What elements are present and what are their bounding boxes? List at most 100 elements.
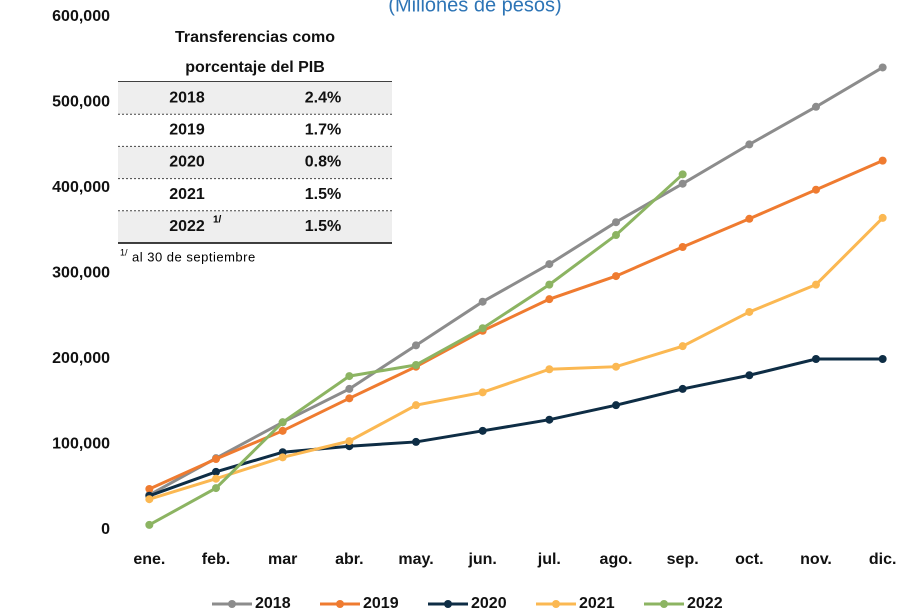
data-point	[545, 280, 554, 289]
x-tick-label: dic.	[869, 551, 897, 568]
data-point	[278, 418, 287, 427]
data-point	[878, 156, 887, 165]
series	[145, 170, 687, 529]
legend-marker	[336, 600, 344, 608]
data-point	[812, 102, 820, 111]
x-tick-label: nov.	[800, 551, 832, 568]
data-point	[412, 341, 420, 350]
x-tick-label: jul.	[537, 551, 561, 568]
legend-label: 2020	[471, 595, 507, 612]
data-point	[478, 324, 487, 333]
data-point	[345, 437, 354, 446]
legend-marker	[228, 600, 236, 608]
x-tick-label: mar	[268, 551, 297, 568]
data-point	[145, 484, 154, 493]
data-point	[145, 495, 154, 504]
data-point	[412, 401, 420, 410]
data-point	[678, 242, 687, 251]
data-point	[678, 384, 687, 393]
data-point	[278, 426, 287, 435]
data-point	[612, 272, 620, 281]
y-tick-label: 100,000	[52, 436, 110, 453]
data-point	[612, 218, 620, 227]
series-line	[148, 357, 883, 498]
chart-subtitle: (Millones de pesos)	[388, 0, 561, 16]
table-row-bg	[118, 82, 392, 115]
legend-marker	[552, 600, 560, 608]
series	[145, 213, 887, 504]
data-point	[212, 484, 220, 493]
data-point	[212, 467, 220, 476]
y-tick-label: 200,000	[52, 350, 110, 367]
table-year: 2018	[169, 89, 205, 106]
data-point	[612, 231, 620, 240]
data-point	[412, 360, 420, 369]
x-tick-label: ene.	[133, 551, 165, 568]
data-point	[745, 214, 754, 223]
table-title: porcentaje del PIB	[185, 59, 325, 76]
legend-label: 2018	[255, 595, 291, 612]
data-point	[478, 426, 487, 435]
data-point	[745, 371, 754, 380]
table-year: 2022	[169, 218, 205, 235]
table-value: 1.5%	[305, 186, 341, 203]
data-point	[345, 372, 354, 381]
table-value: 1.5%	[305, 218, 341, 235]
legend-label: 2021	[579, 595, 615, 612]
table-row-bg	[118, 146, 392, 179]
y-tick-label: 300,000	[52, 265, 110, 282]
data-point	[678, 179, 687, 188]
table-year: 2019	[169, 122, 205, 139]
data-point	[478, 297, 487, 306]
series	[145, 63, 887, 499]
data-point	[878, 355, 887, 363]
data-point	[745, 307, 754, 316]
data-point	[812, 355, 820, 363]
x-tick-label: ago.	[600, 551, 633, 568]
data-point	[545, 295, 554, 304]
data-point	[878, 63, 887, 72]
data-point	[545, 415, 554, 424]
data-point	[212, 455, 220, 464]
series-line	[148, 159, 884, 491]
data-point	[678, 342, 687, 351]
data-point	[145, 520, 154, 529]
data-point	[278, 453, 287, 462]
x-tick-label: may.	[398, 551, 433, 568]
table-value: 2.4%	[305, 89, 341, 106]
data-point	[812, 280, 820, 289]
x-tick-label: oct.	[735, 551, 763, 568]
data-point	[545, 260, 554, 269]
series	[145, 355, 887, 500]
legend-label: 2022	[687, 595, 723, 612]
data-point	[545, 365, 554, 374]
x-tick-label: abr.	[335, 551, 363, 568]
x-tick-label: jun.	[467, 551, 496, 568]
series-line	[148, 66, 884, 497]
series	[145, 156, 887, 493]
y-tick-label: 0	[101, 521, 110, 538]
legend-marker	[660, 600, 668, 608]
footnote: al 30 de septiembre	[132, 249, 256, 264]
y-tick-label: 400,000	[52, 179, 110, 196]
legend-label: 2019	[363, 595, 399, 612]
data-point	[345, 394, 354, 403]
footnote-mark: 1/	[120, 247, 128, 257]
table-year: 2021	[169, 186, 205, 203]
table-value: 1.7%	[305, 122, 341, 139]
data-point	[212, 474, 220, 483]
data-point	[878, 213, 887, 222]
legend-marker	[444, 600, 452, 608]
table-year: 2020	[169, 154, 205, 171]
table-title: Transferencias como	[175, 29, 335, 46]
data-point	[612, 401, 620, 410]
series-line	[148, 216, 884, 501]
y-tick-label: 600,000	[52, 8, 110, 25]
data-point	[345, 384, 354, 393]
data-point	[678, 170, 687, 179]
x-tick-label: feb.	[202, 551, 230, 568]
y-tick-label: 500,000	[52, 94, 110, 111]
table-value: 0.8%	[305, 154, 341, 171]
table-note-mark: 1/	[213, 215, 222, 226]
